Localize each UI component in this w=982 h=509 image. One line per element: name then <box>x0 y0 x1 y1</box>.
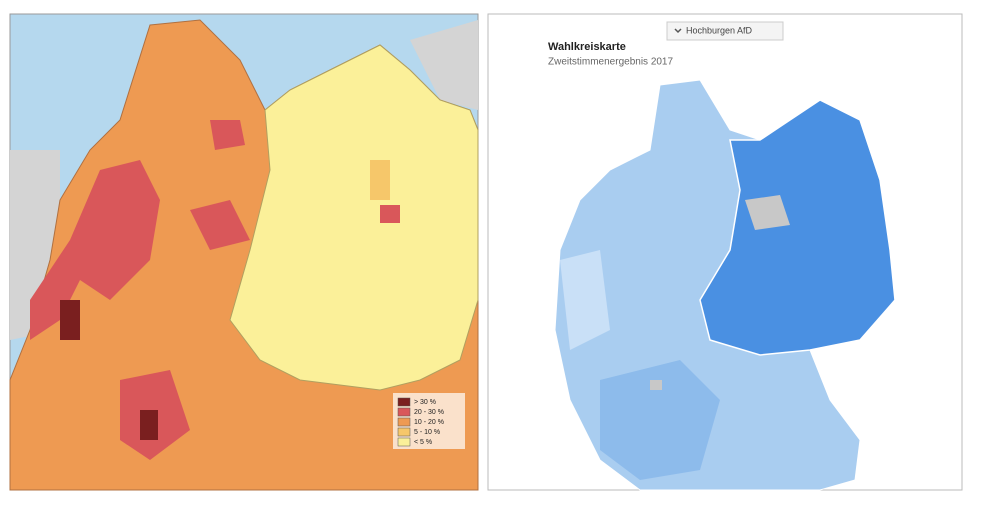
map-subtitle: Zweitstimmenergebnis 2017 <box>548 57 673 68</box>
legend-label: > 30 % <box>414 399 436 406</box>
legend-swatch <box>397 407 411 417</box>
dropdown[interactable] <box>666 21 784 41</box>
high-region <box>30 160 160 340</box>
no-data-region <box>650 380 662 390</box>
legend-swatch <box>397 417 411 427</box>
top-region <box>140 410 158 440</box>
left-map: > 30 % 20 - 30 % 10 - 20 % 5 - 10 % < 5 % <box>9 13 479 491</box>
right-map: Hochburgen AfD Wahlkreiskarte Zweitstimm… <box>487 13 963 491</box>
legend-label: < 5 % <box>414 439 432 446</box>
legend-label: 10 - 20 % <box>414 419 444 426</box>
legend-swatch <box>397 427 411 437</box>
mid-region <box>370 160 390 200</box>
legend-label: 20 - 30 % <box>414 409 444 416</box>
east-germany <box>229 44 479 391</box>
legend-label: 5 - 10 % <box>414 429 440 436</box>
top-region <box>60 300 80 340</box>
west-region <box>560 250 610 350</box>
dropdown-label: Hochburgen AfD <box>686 25 753 35</box>
high-region <box>210 120 245 150</box>
dropdown-chevron <box>674 28 682 34</box>
germany-east <box>699 99 896 356</box>
high-region <box>190 200 250 250</box>
legend: > 30 % 20 - 30 % 10 - 20 % 5 - 10 % < 5 % <box>397 397 444 447</box>
berlin <box>380 205 400 223</box>
neighbor-land <box>410 20 478 110</box>
no-data-region <box>745 195 790 230</box>
south-region <box>600 360 720 480</box>
legend-swatch <box>397 397 411 407</box>
map-title: Wahlkreiskarte <box>548 41 626 53</box>
legend-swatch <box>397 437 411 447</box>
